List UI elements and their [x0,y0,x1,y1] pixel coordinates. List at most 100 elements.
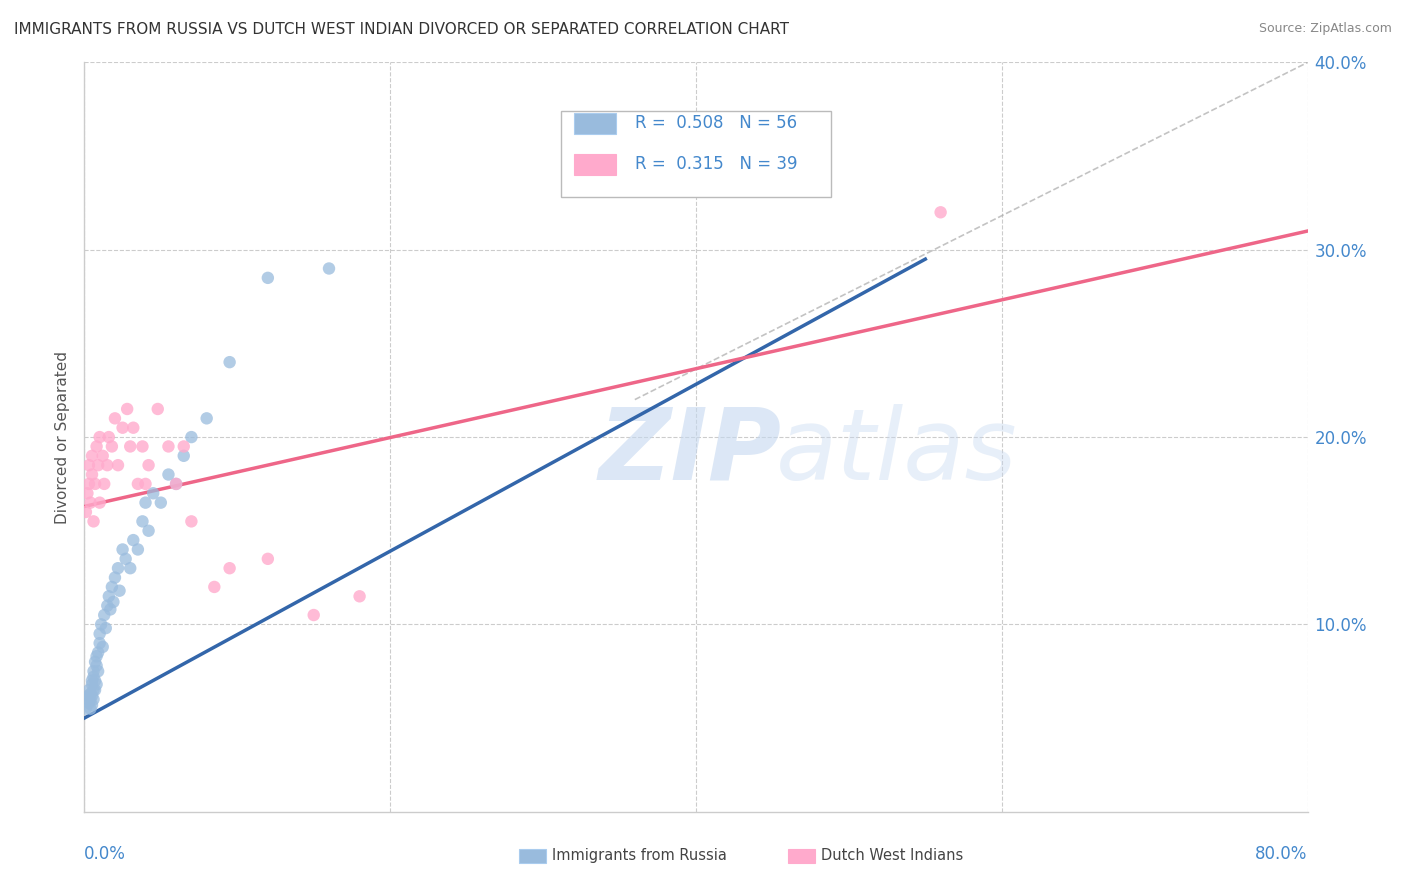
Point [135,496,157,510]
Point [86,440,108,453]
Point [89,626,111,640]
Point [79,687,101,701]
Text: Immigrants from Russia: Immigrants from Russia [551,847,727,863]
Point [114,551,136,566]
Point [91,449,114,463]
Point [101,580,124,594]
Point [131,514,153,528]
Point [111,542,134,557]
Point [302,608,325,623]
Point [77,476,100,491]
Point [83,692,105,706]
Point [138,524,160,538]
Point [76,486,98,500]
Text: IMMIGRANTS FROM RUSSIA VS DUTCH WEST INDIAN DIVORCED OR SEPARATED CORRELATION CH: IMMIGRANTS FROM RUSSIA VS DUTCH WEST IND… [14,22,789,37]
Point [122,421,145,435]
Point [349,590,371,604]
Point [149,496,172,510]
Point [127,476,149,491]
Bar [574,153,616,175]
Point [87,664,110,679]
Text: Dutch West Indians: Dutch West Indians [821,847,963,863]
Point [80,449,103,463]
Point [146,401,169,416]
Point [318,261,340,276]
Point [80,689,103,703]
Text: Source: ZipAtlas.com: Source: ZipAtlas.com [1258,22,1392,36]
Point [142,486,165,500]
Point [84,476,107,491]
Point [80,698,103,712]
Point [77,458,100,473]
Point [135,476,157,491]
Point [111,421,134,435]
Point [122,533,145,547]
Point [93,476,115,491]
Point [218,355,240,369]
Point [107,561,129,575]
Point [84,655,107,669]
Text: 80.0%: 80.0% [1256,846,1308,863]
Point [115,401,138,416]
Point [120,561,142,575]
Point [89,636,111,650]
Point [91,640,114,654]
FancyBboxPatch shape [561,112,831,197]
Point [87,458,110,473]
Point [104,571,127,585]
Point [104,411,127,425]
Point [80,467,103,482]
Point [165,476,187,491]
Point [77,696,100,710]
Point [138,458,160,473]
Text: atlas: atlas [776,403,1017,500]
Point [83,514,105,528]
Point [157,467,180,482]
Point [79,692,101,706]
Bar [574,112,616,134]
Point [84,683,107,698]
Text: ZIP: ZIP [598,403,782,500]
Point [76,692,98,706]
Point [83,670,105,684]
Point [929,205,952,219]
Point [80,673,103,688]
Point [89,430,111,444]
Point [173,449,195,463]
Point [83,683,105,698]
Point [75,701,97,715]
Point [180,430,202,444]
Point [257,551,280,566]
Point [75,505,97,519]
Point [84,673,107,688]
Point [89,496,111,510]
Y-axis label: Divorced or Separated: Divorced or Separated [55,351,70,524]
Point [86,677,108,691]
Point [77,689,100,703]
Point [97,590,120,604]
Point [97,430,120,444]
Point [218,561,240,575]
Point [127,542,149,557]
Point [165,476,187,491]
Point [93,608,115,623]
Point [103,595,125,609]
Point [90,617,112,632]
Point [202,580,225,594]
Point [107,458,129,473]
Point [86,658,108,673]
Point [79,701,101,715]
Point [83,664,105,679]
Point [173,440,195,453]
Point [131,440,153,453]
Point [157,440,180,453]
Point [96,599,118,613]
Point [108,583,131,598]
Point [101,440,124,453]
Point [86,649,108,664]
Text: R =  0.508   N = 56: R = 0.508 N = 56 [636,114,797,132]
Text: R =  0.315   N = 39: R = 0.315 N = 39 [636,155,797,173]
Point [96,458,118,473]
Point [180,514,202,528]
Point [87,646,110,660]
